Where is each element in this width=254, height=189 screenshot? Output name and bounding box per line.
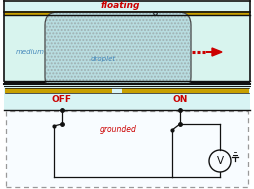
Text: V: V [216, 156, 224, 166]
Text: floating: floating [100, 2, 140, 11]
Bar [122, 88, 249, 93]
Text: medium: medium [15, 49, 44, 55]
Text: grounded: grounded [100, 125, 136, 133]
FancyBboxPatch shape [6, 111, 248, 187]
Bar [4, 81, 250, 84]
Bar [4, 84, 250, 110]
Bar [4, 1, 250, 11]
FancyBboxPatch shape [45, 12, 191, 90]
Text: OFF: OFF [52, 94, 72, 104]
Bar [5, 88, 112, 93]
Bar [4, 11, 250, 15]
FancyArrow shape [206, 48, 222, 56]
Text: ON: ON [172, 94, 188, 104]
Text: droplet: droplet [90, 56, 116, 62]
Bar [4, 15, 250, 81]
